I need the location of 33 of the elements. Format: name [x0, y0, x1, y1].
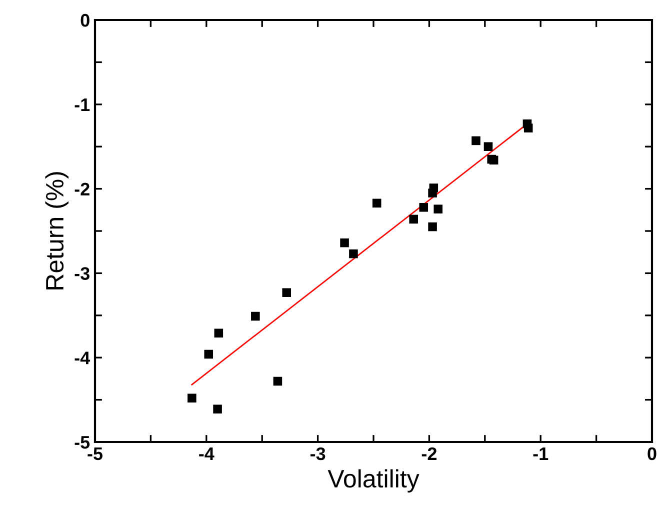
point	[273, 376, 282, 386]
y-tick-label: -4	[74, 352, 90, 364]
point	[524, 124, 533, 132]
x-tick-label: -5	[88, 448, 103, 460]
y-tick-label: 0	[80, 14, 90, 27]
point	[484, 142, 493, 151]
point	[349, 249, 358, 258]
point	[409, 214, 418, 224]
x-tick-label: -3	[310, 447, 326, 460]
y-tick-label: -5	[74, 436, 90, 449]
y-tick-label: -1	[74, 98, 90, 111]
point	[428, 222, 437, 232]
x-axis-title: Volatility	[328, 469, 420, 493]
y-tick-label: -3	[74, 267, 90, 280]
y-axis-title: Return (%)	[45, 172, 69, 290]
point	[204, 350, 214, 359]
x-tick-label: -4	[199, 448, 214, 460]
point	[434, 204, 443, 214]
point	[489, 156, 498, 164]
point	[213, 404, 222, 414]
y-tick-label: -2	[74, 182, 90, 196]
point	[214, 328, 224, 338]
point	[472, 136, 480, 146]
point	[372, 198, 382, 208]
point	[419, 202, 428, 212]
point	[340, 238, 349, 248]
point	[282, 288, 291, 298]
point	[188, 394, 196, 403]
x-tick-label: -1	[533, 448, 548, 460]
x-tick-label: -2	[422, 447, 437, 460]
point	[429, 184, 438, 192]
point	[251, 312, 260, 321]
x-tick-label: 0	[648, 447, 656, 460]
